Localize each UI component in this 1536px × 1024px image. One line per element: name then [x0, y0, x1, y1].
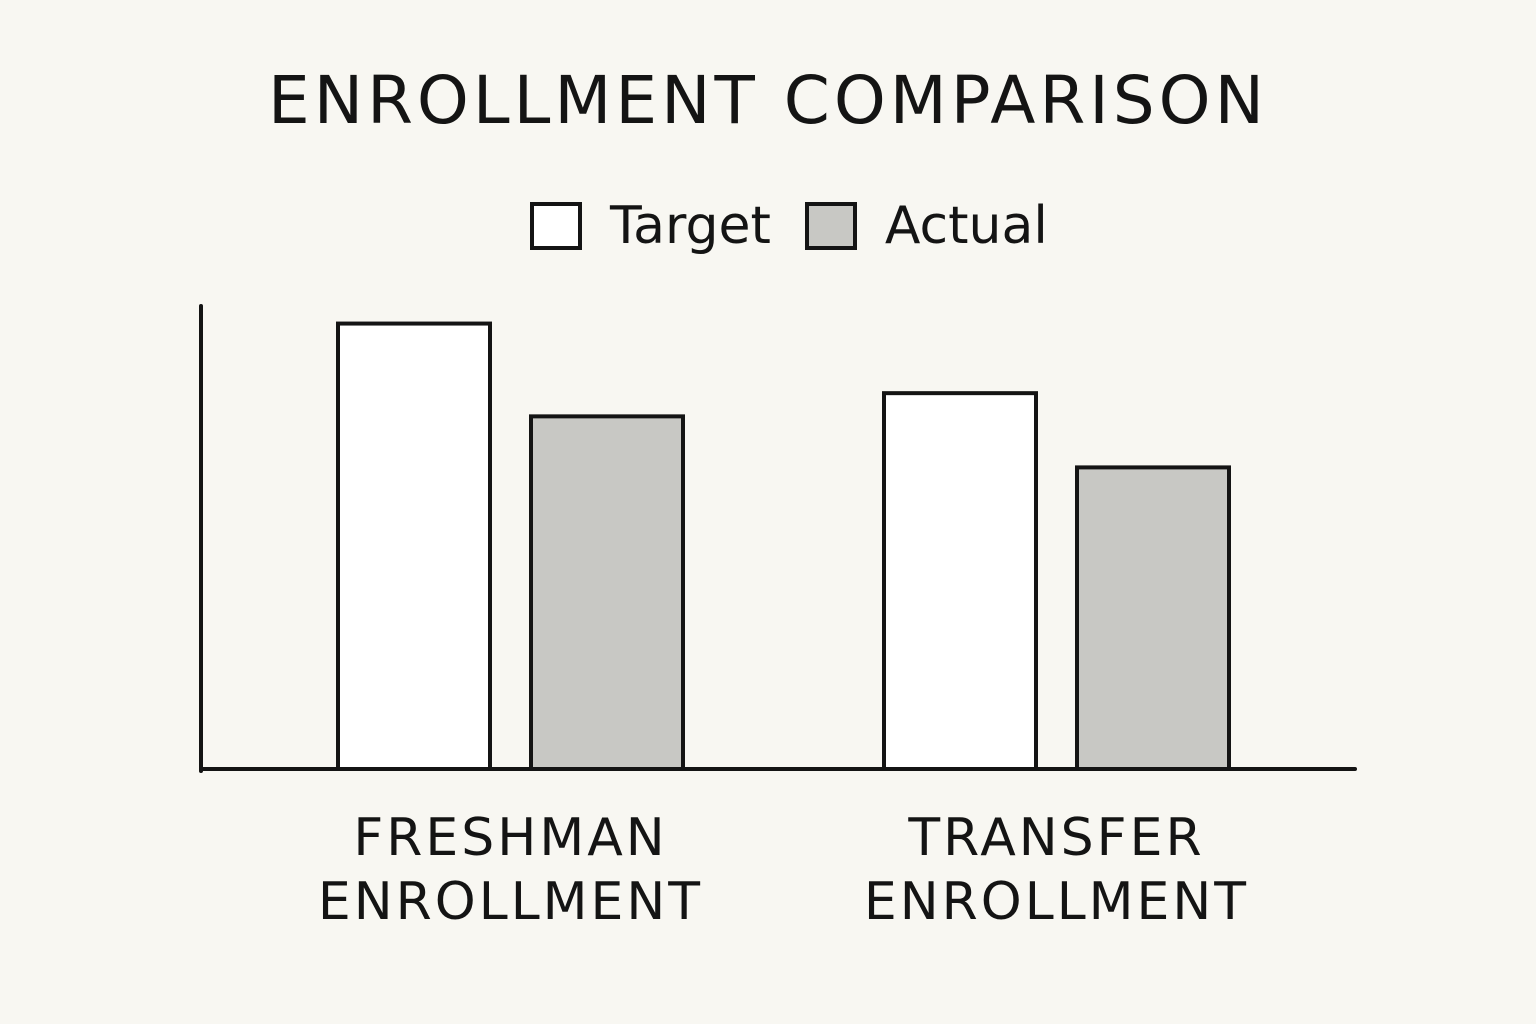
category-label-1: FRESHMAN ENROLLMENT: [318, 808, 703, 932]
axes-group: [199, 304, 1357, 773]
legend-label-actual: Actual: [884, 196, 1048, 256]
legend-item-target: Target: [530, 200, 771, 252]
category-label-2-line-2: ENROLLMENT: [864, 872, 1249, 932]
bar-actual-1: [529, 414, 685, 771]
bar-target-2: [882, 391, 1038, 771]
bar-target-1: [336, 321, 492, 771]
legend-item-actual: Actual: [804, 196, 1048, 256]
legend-label-target: Target: [610, 196, 771, 256]
legend: Target Actual: [530, 196, 1082, 256]
chart-title: ENROLLMENT COMPARISON: [268, 62, 1268, 139]
bars-group: [336, 321, 1231, 771]
legend-swatch-actual: [804, 202, 857, 250]
category-label-1-line-1: FRESHMAN: [353, 808, 667, 868]
legend-swatch-target: [530, 202, 582, 250]
category-label-1-line-2: ENROLLMENT: [318, 872, 703, 932]
bar-actual-2: [1075, 465, 1231, 771]
category-label-2: TRANSFER ENROLLMENT: [864, 808, 1249, 932]
category-label-2-line-1: TRANSFER: [907, 808, 1204, 868]
